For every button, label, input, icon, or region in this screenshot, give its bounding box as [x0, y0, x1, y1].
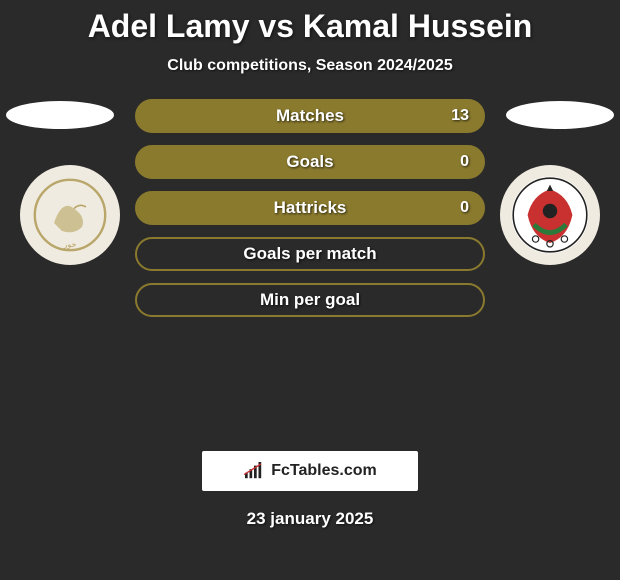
club-logo-right-icon [510, 175, 590, 255]
stat-row-goals: Goals 0 [135, 145, 485, 179]
stat-label: Min per goal [260, 290, 360, 310]
club-badge-left: خور [20, 165, 120, 265]
stat-row-goals-per-match: Goals per match [135, 237, 485, 271]
stat-label: Goals per match [243, 244, 376, 264]
main-area: خور Matches 13 [0, 105, 620, 445]
stat-right-value: 0 [460, 199, 469, 217]
club-badge-right [500, 165, 600, 265]
stat-row-hattricks: Hattricks 0 [135, 191, 485, 225]
page-title: Adel Lamy vs Kamal Hussein [0, 8, 620, 45]
attribution-text: FcTables.com [271, 462, 377, 480]
flag-right-ellipse [506, 101, 614, 129]
stat-row-matches: Matches 13 [135, 99, 485, 133]
stat-label: Matches [276, 106, 344, 126]
comparison-card: Adel Lamy vs Kamal Hussein Club competit… [0, 0, 620, 529]
stats-container: Matches 13 Goals 0 Hattricks 0 Goals per… [135, 99, 485, 329]
stat-row-min-per-goal: Min per goal [135, 283, 485, 317]
stat-right-value: 13 [451, 107, 469, 125]
page-subtitle: Club competitions, Season 2024/2025 [0, 57, 620, 75]
svg-text:خور: خور [63, 240, 77, 249]
attribution-badge: FcTables.com [202, 451, 418, 491]
stat-label: Goals [286, 152, 333, 172]
flag-left-ellipse [6, 101, 114, 129]
bars-chart-icon [243, 462, 265, 480]
date-label: 23 january 2025 [0, 509, 620, 529]
stat-label: Hattricks [274, 198, 347, 218]
stat-right-value: 0 [460, 153, 469, 171]
club-logo-left-icon: خور [30, 175, 110, 255]
